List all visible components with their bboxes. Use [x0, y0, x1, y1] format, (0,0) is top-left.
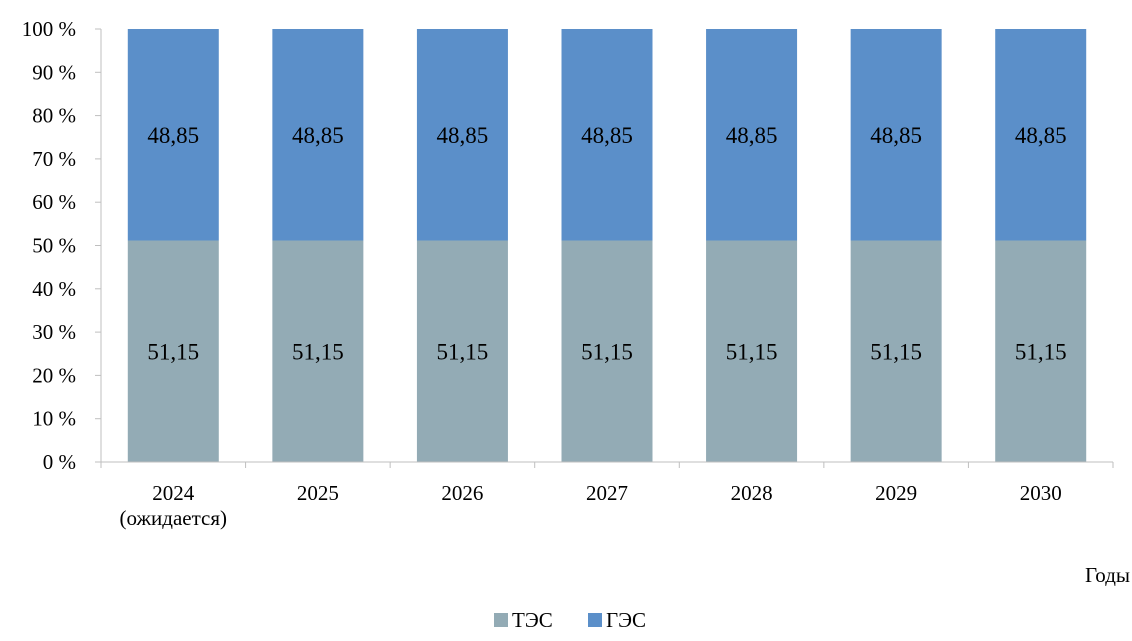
- bar-segment: [416, 29, 508, 241]
- bar-segment: [127, 29, 219, 241]
- bar-segment: [995, 29, 1087, 241]
- bar-segment: [706, 240, 798, 462]
- bar-segment: [272, 240, 364, 462]
- data-label: 48,85: [581, 123, 633, 148]
- y-tick-label: 50 %: [32, 234, 76, 258]
- y-tick-label: 90 %: [32, 60, 76, 84]
- bar-segment: [561, 240, 653, 462]
- data-label: 48,85: [1015, 123, 1067, 148]
- data-label: 48,85: [726, 123, 778, 148]
- y-tick-label: 0 %: [43, 450, 76, 474]
- bar-segment: [416, 240, 508, 462]
- bar-segment: [127, 240, 219, 462]
- x-axis-title: Годы: [1085, 563, 1130, 587]
- data-label: 48,85: [292, 123, 344, 148]
- y-tick-label: 30 %: [32, 320, 76, 344]
- bar-segment: [561, 29, 653, 241]
- x-tick-label: 2028: [731, 481, 773, 505]
- data-label: 51,15: [1015, 339, 1067, 364]
- y-tick-label: 10 %: [32, 407, 76, 431]
- bar-segment: [850, 29, 942, 241]
- bars: 51,15 48,85 51,15 48,85 51,15 48,85 51,15 48,85…: [127, 29, 1087, 462]
- bar-segment: [272, 29, 364, 241]
- legend-swatch: [588, 613, 602, 627]
- legend-swatch: [494, 613, 508, 627]
- x-tick-label: 2029: [875, 481, 917, 505]
- data-label: 51,15: [437, 339, 489, 364]
- y-tick-label: 80 %: [32, 104, 76, 128]
- bar-segment: [850, 240, 942, 462]
- data-label: 48,85: [437, 123, 489, 148]
- data-label: 48,85: [870, 123, 922, 148]
- y-tick-label: 60 %: [32, 190, 76, 214]
- x-axis: 2024(ожидается) 2025 2026 2027 2028 2029 2030: [100, 461, 1114, 530]
- y-axis: 0 % 10 % 20 % 30 % 40 % 50 % 60 % 70 % 80 % 90 % 1…: [22, 17, 102, 474]
- x-tick-label: 2026: [441, 481, 483, 505]
- legend-label: ТЭС: [512, 608, 553, 632]
- x-tick-label: 2025: [297, 481, 339, 505]
- bar-segment: [995, 240, 1087, 462]
- x-tick-label: 2024: [152, 481, 195, 505]
- x-tick-label: (ожидается): [120, 506, 227, 530]
- x-tick-label: 2030: [1020, 481, 1062, 505]
- legend: ТЭС ГЭС: [494, 608, 646, 632]
- legend-label: ГЭС: [606, 608, 646, 632]
- x-tick-label: 2027: [586, 481, 628, 505]
- data-label: 48,85: [147, 123, 199, 148]
- data-label: 51,15: [147, 339, 199, 364]
- data-label: 51,15: [726, 339, 778, 364]
- data-label: 51,15: [292, 339, 344, 364]
- y-tick-label: 70 %: [32, 147, 76, 171]
- bar-segment: [706, 29, 798, 241]
- data-label: 51,15: [581, 339, 633, 364]
- data-label: 51,15: [870, 339, 922, 364]
- y-tick-label: 100 %: [22, 17, 76, 41]
- y-tick-label: 20 %: [32, 363, 76, 387]
- y-tick-label: 40 %: [32, 277, 76, 301]
